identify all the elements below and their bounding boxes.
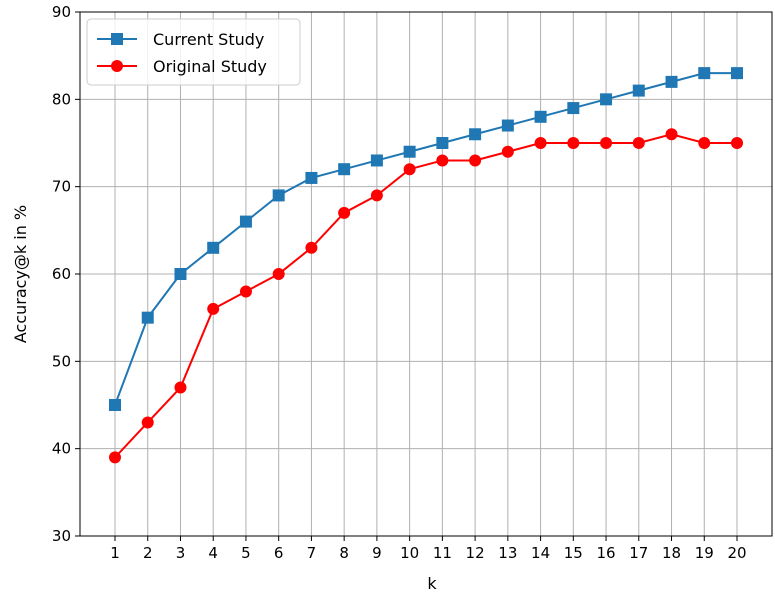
legend-item: Current Study — [97, 30, 264, 49]
legend-label: Original Study — [153, 57, 267, 76]
data-point — [600, 93, 613, 106]
x-tick-label: 3 — [176, 544, 186, 562]
data-point — [239, 285, 252, 298]
data-point — [403, 163, 416, 176]
data-point — [469, 154, 482, 167]
x-tick-label: 2 — [143, 544, 153, 562]
x-tick-label: 15 — [564, 544, 583, 562]
series-line — [114, 133, 737, 459]
data-point — [731, 67, 743, 80]
legend-marker — [111, 60, 123, 72]
data-point — [436, 137, 449, 149]
y-tick-label: 80 — [52, 90, 71, 108]
x-tick-label: 7 — [307, 544, 317, 562]
data-point — [632, 84, 645, 97]
x-tick-label: 8 — [339, 544, 349, 562]
ticks: 1 2 3 4 5 6 7 8 9 10 11 12 13 14 15 16 17 18 19 20304050607… — [52, 3, 747, 562]
data-point — [469, 128, 482, 141]
x-tick-label: 18 — [662, 544, 681, 562]
y-tick-label: 60 — [52, 265, 71, 283]
x-tick-label: 10 — [400, 544, 419, 562]
series-original-study — [109, 128, 743, 464]
y-tick-label: 50 — [52, 352, 71, 370]
data-point — [665, 75, 678, 88]
data-point — [567, 102, 580, 115]
legend-item: Original Study — [97, 57, 267, 76]
data-point — [305, 171, 318, 184]
x-tick-label: 11 — [433, 544, 452, 562]
x-tick-label: 9 — [372, 544, 382, 562]
legend-marker — [111, 33, 123, 45]
x-axis-label: k — [427, 574, 437, 593]
data-point — [141, 416, 154, 429]
series-current-study — [109, 67, 743, 411]
data-point — [174, 381, 187, 394]
data-point — [272, 189, 285, 202]
data-point — [109, 451, 121, 464]
data-point — [338, 206, 351, 219]
legend-box — [86, 18, 301, 86]
data-point — [501, 145, 514, 158]
y-tick-label: 40 — [52, 440, 71, 458]
series-layer — [109, 67, 743, 464]
x-tick-label: 16 — [597, 544, 616, 562]
data-point — [698, 67, 711, 80]
y-axis-label: Accuracy@k in % — [11, 205, 30, 343]
data-point — [436, 154, 449, 167]
x-tick-label: 6 — [274, 544, 284, 562]
data-point — [272, 268, 285, 280]
x-tick-label: 14 — [531, 544, 550, 562]
legend: Current Study Original Study — [86, 18, 301, 86]
data-point — [109, 399, 121, 411]
y-tick-label: 70 — [52, 178, 71, 196]
data-point — [370, 189, 383, 202]
data-point — [501, 119, 514, 132]
data-point — [403, 145, 416, 158]
y-tick-label: 30 — [52, 527, 71, 545]
data-point — [207, 302, 220, 315]
x-tick-label: 19 — [695, 544, 714, 562]
legend-label: Current Study — [153, 30, 264, 49]
series-line — [114, 72, 737, 406]
data-point — [207, 241, 220, 254]
data-point — [731, 137, 743, 149]
y-tick-label: 90 — [52, 3, 71, 21]
data-point — [239, 215, 252, 228]
x-tick-label: 12 — [466, 544, 485, 562]
grid — [80, 11, 772, 537]
data-point — [665, 128, 678, 141]
data-point — [567, 137, 580, 149]
data-point — [305, 241, 318, 254]
data-point — [534, 110, 547, 123]
data-point — [698, 137, 711, 149]
x-tick-label: 13 — [498, 544, 517, 562]
x-tick-label: 17 — [629, 544, 648, 562]
x-tick-label: 1 — [110, 544, 120, 562]
data-point — [632, 137, 645, 149]
data-point — [534, 137, 547, 149]
data-point — [600, 137, 613, 149]
data-point — [370, 154, 383, 167]
x-tick-label: 4 — [208, 544, 218, 562]
x-tick-label: 20 — [727, 544, 746, 562]
data-point — [141, 311, 154, 324]
x-tick-label: 5 — [241, 544, 251, 562]
data-point — [174, 268, 187, 280]
data-point — [338, 163, 351, 176]
